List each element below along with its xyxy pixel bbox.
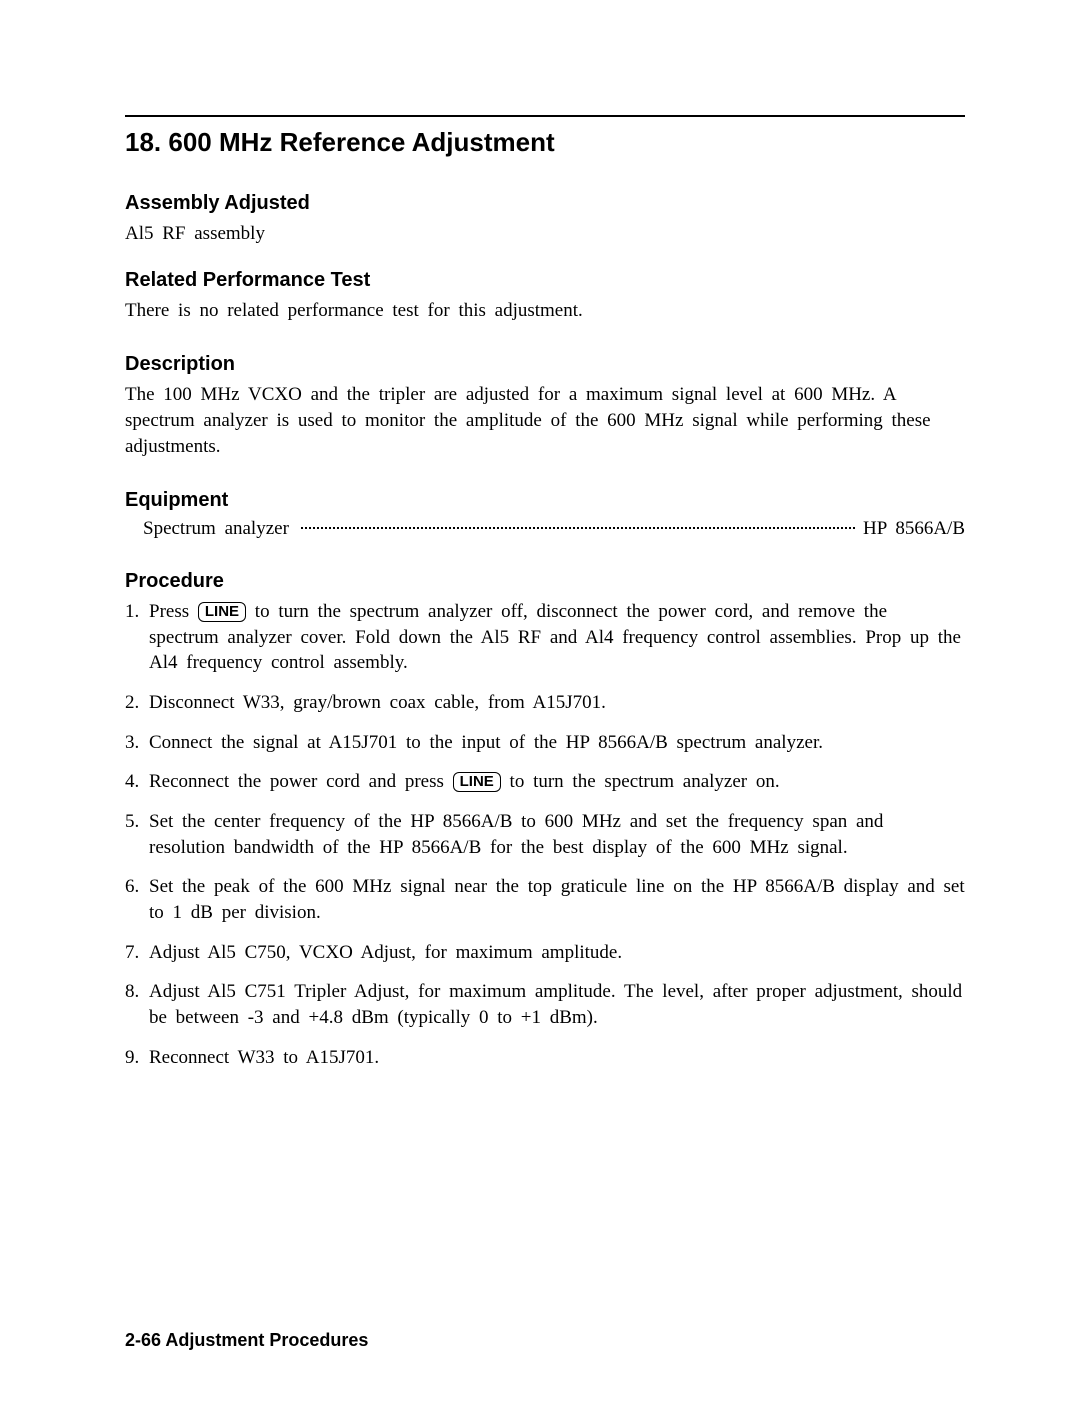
page-title: 18. 600 MHz Reference Adjustment (125, 127, 965, 158)
step-text: Press (149, 601, 198, 622)
procedure-step: Connect the signal at A15J701 to the inp… (125, 730, 965, 756)
equipment-line: Spectrum analyzer HP 8566A/B (125, 518, 965, 540)
equipment-heading: Equipment (125, 489, 965, 512)
step-text: Reconnect the power cord and press (149, 771, 453, 792)
equipment-label: Spectrum analyzer (143, 518, 297, 540)
procedure-step: Adjust Al5 C751 Tripler Adjust, for maxi… (125, 979, 965, 1030)
dot-leader (301, 527, 855, 529)
procedure-step: Press LINE to turn the spectrum analyzer… (125, 599, 965, 676)
procedure-step: Reconnect W33 to A15J701. (125, 1045, 965, 1071)
page-footer: 2-66 Adjustment Procedures (125, 1330, 368, 1351)
procedure-step: Reconnect the power cord and press LINE … (125, 769, 965, 795)
step-text: to turn the spectrum analyzer off, disco… (149, 601, 961, 673)
procedure-step: Set the center frequency of the HP 8566A… (125, 809, 965, 860)
procedure-step: Adjust Al5 C750, VCXO Adjust, for maximu… (125, 940, 965, 966)
procedure-step: Disconnect W33, gray/brown coax cable, f… (125, 690, 965, 716)
related-text: There is no related performance test for… (125, 298, 965, 324)
line-key: LINE (198, 602, 246, 622)
line-key: LINE (453, 772, 501, 792)
related-heading: Related Performance Test (125, 269, 965, 292)
equipment-value: HP 8566A/B (859, 518, 965, 540)
procedure-heading: Procedure (125, 570, 965, 593)
procedure-list: Press LINE to turn the spectrum analyzer… (125, 599, 965, 1070)
assembly-heading: Assembly Adjusted (125, 192, 965, 215)
step-text: to turn the spectrum analyzer on. (501, 771, 780, 792)
procedure-step: Set the peak of the 600 MHz signal near … (125, 874, 965, 925)
assembly-text: Al5 RF assembly (125, 221, 965, 247)
description-heading: Description (125, 353, 965, 376)
horizontal-rule (125, 115, 965, 117)
description-text: The 100 MHz VCXO and the tripler are adj… (125, 382, 965, 459)
